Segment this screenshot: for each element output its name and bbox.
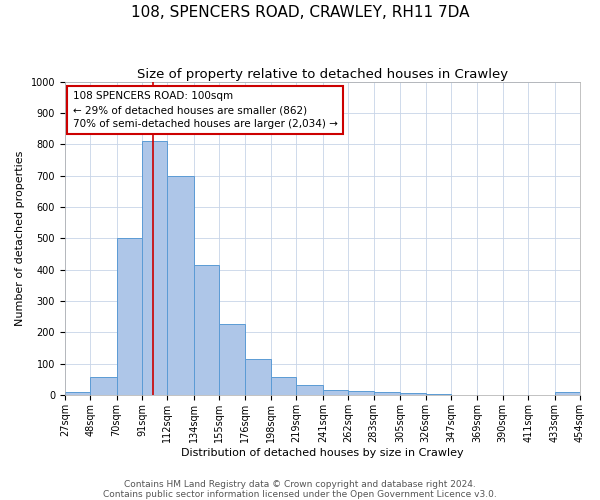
Bar [296, 385, 323, 395]
Bar [116, 238, 142, 395]
Bar [271, 377, 296, 395]
Bar [425, 394, 451, 395]
Text: Contains HM Land Registry data © Crown copyright and database right 2024.
Contai: Contains HM Land Registry data © Crown c… [103, 480, 497, 499]
Text: 108, SPENCERS ROAD, CRAWLEY, RH11 7DA: 108, SPENCERS ROAD, CRAWLEY, RH11 7DA [131, 5, 469, 20]
Bar [374, 392, 400, 395]
Bar [554, 392, 580, 395]
Title: Size of property relative to detached houses in Crawley: Size of property relative to detached ho… [137, 68, 508, 80]
Bar [323, 390, 349, 395]
Bar [90, 377, 116, 395]
X-axis label: Distribution of detached houses by size in Crawley: Distribution of detached houses by size … [181, 448, 464, 458]
Bar [400, 394, 425, 395]
Y-axis label: Number of detached properties: Number of detached properties [15, 150, 25, 326]
Bar [167, 176, 194, 395]
Bar [142, 141, 167, 395]
Bar [194, 265, 219, 395]
Text: 108 SPENCERS ROAD: 100sqm
← 29% of detached houses are smaller (862)
70% of semi: 108 SPENCERS ROAD: 100sqm ← 29% of detac… [73, 91, 337, 129]
Bar [349, 391, 374, 395]
Bar [65, 392, 90, 395]
Bar [245, 359, 271, 395]
Bar [219, 324, 245, 395]
